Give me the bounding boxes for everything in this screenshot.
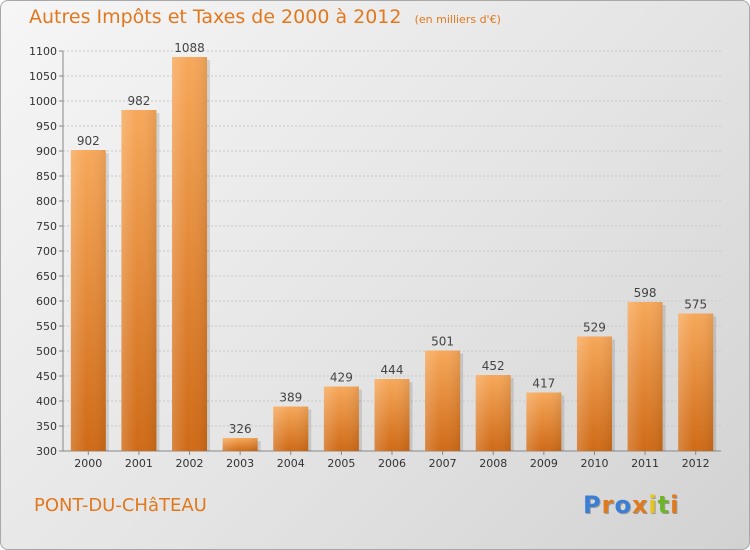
x-tick-label: 2006 [378,457,406,470]
data-label: 902 [77,134,100,148]
y-tick-label: 650 [36,270,57,283]
logo-letter: P [583,491,602,519]
x-tick-label: 2001 [125,457,153,470]
logo-letter: x [631,491,649,519]
bar-shine [678,313,714,451]
data-label: 529 [583,321,606,335]
bar-shine [374,379,410,451]
data-label: 429 [330,371,353,385]
data-label: 452 [482,359,505,373]
y-tick-label: 500 [36,345,57,358]
x-tick-label: 2007 [429,457,457,470]
bar-shine [121,110,157,451]
y-tick-label: 600 [36,295,57,308]
data-label: 598 [634,286,657,300]
bar-shine [172,57,208,451]
x-tick-label: 2003 [226,457,254,470]
place-name: PONT-DU-CHâTEAU [34,495,207,516]
data-label: 1088 [174,41,205,55]
y-tick-label: 400 [36,395,57,408]
x-tick-label: 2004 [277,457,305,470]
x-tick-label: 2012 [682,457,710,470]
data-label: 326 [229,422,252,436]
proxiti-logo[interactable]: Proxiti [583,491,679,519]
y-tick-label: 800 [36,195,57,208]
y-tick-label: 750 [36,220,57,233]
bar-shine [70,150,106,451]
bars [70,57,717,451]
y-tick-label: 550 [36,320,57,333]
x-tick-label: 2000 [74,457,102,470]
bar-shine [576,336,612,451]
y-tick-label: 300 [36,445,57,458]
y-tick-label: 1100 [29,45,57,58]
data-label: 444 [381,363,404,377]
x-tick-label: 2011 [631,457,659,470]
y-tick-label: 450 [36,370,57,383]
bar-shine [526,392,562,451]
bar-shine [323,386,359,451]
data-labels: 902 982 1088 326 389 429 444 501 452 417 529 598 575 [77,41,707,436]
bar-shine [222,438,258,451]
x-tick-label: 2002 [176,457,204,470]
axes: 300 350 400 450 500 550 600 650 700 750 800 850 900 9… [29,45,721,470]
data-label: 501 [431,335,454,349]
logo-letter: t [657,491,671,519]
logo-letter: i [648,491,658,519]
x-tick-label: 2010 [580,457,608,470]
x-tick-label: 2008 [479,457,507,470]
x-tick-label: 2005 [327,457,355,470]
y-tick-label: 700 [36,245,57,258]
y-tick-label: 350 [36,420,57,433]
data-label: 982 [127,94,150,108]
data-label: 575 [684,298,707,312]
data-label: 417 [532,377,555,391]
y-tick-label: 950 [36,120,57,133]
y-tick-label: 900 [36,145,57,158]
chart-title-text: Autres Impôts et Taxes de 2000 à 2012 [29,6,402,28]
data-label: 389 [279,391,302,405]
chart-unit: (en milliers d'€) [414,13,501,26]
bar-shine [627,302,663,451]
x-tick-label: 2009 [530,457,558,470]
y-tick-label: 1000 [29,95,57,108]
logo-letter: r [601,491,615,519]
logo-letter: i [670,491,680,519]
bar-shine [425,350,461,451]
chart-title: Autres Impôts et Taxes de 2000 à 2012 (e… [29,6,501,28]
bar-shine [475,375,511,451]
y-tick-label: 1050 [29,70,57,83]
y-tick-label: 850 [36,170,57,183]
bar-shine [273,406,309,451]
logo-letter: o [614,491,632,519]
